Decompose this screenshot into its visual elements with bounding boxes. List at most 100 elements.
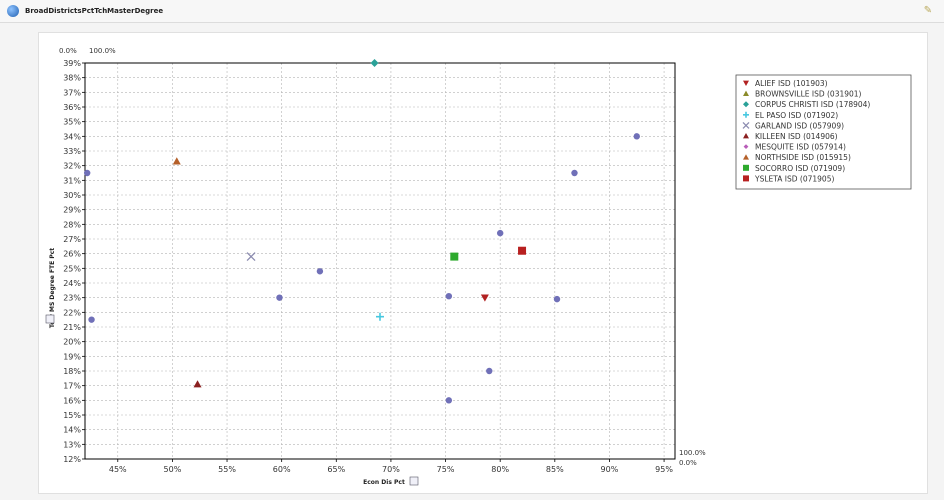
legend-marker[interactable]	[743, 90, 749, 96]
legend-marker[interactable]	[742, 121, 750, 129]
legend-entry: NORTHSIDE ISD (015915)	[755, 153, 851, 162]
y-tick-label: 26%	[63, 250, 81, 259]
y-tick-label: 30%	[63, 191, 81, 200]
data-point[interactable]	[496, 229, 504, 237]
legend-entry: BROWNSVILLE ISD (031901)	[755, 90, 862, 99]
data-points	[83, 59, 640, 404]
x-tick-label: 90%	[601, 465, 619, 474]
y-tick-label: 19%	[63, 352, 81, 361]
x-tick-label: 65%	[327, 465, 345, 474]
y-tick-label: 13%	[63, 440, 81, 449]
x-tick-label: 95%	[655, 465, 673, 474]
legend-marker[interactable]	[743, 101, 749, 108]
window-titlebar: BroadDistrictsPctTchMasterDegree ✎	[0, 0, 944, 23]
y-tick-label: 21%	[63, 323, 81, 332]
series-point[interactable]	[518, 246, 527, 255]
window-title: BroadDistrictsPctTchMasterDegree	[25, 7, 164, 15]
legend: ALIEF ISD (101903) BROWNSVILLE ISD (03190…	[735, 74, 912, 190]
y-tick-label: 15%	[63, 411, 81, 420]
legend-marker[interactable]	[743, 154, 749, 160]
y-tick-label: 17%	[63, 382, 81, 391]
x-tick-label: 45%	[109, 465, 127, 474]
legend-entry: YSLETA ISD (071905)	[754, 174, 834, 183]
y-axis-ticks: 12% 13% 14% 15% 16% 17% 18% 19% 20% 21% 22% 23% 24% 2…	[63, 59, 85, 464]
y-tick-label: 22%	[63, 308, 81, 317]
data-point[interactable]	[445, 293, 453, 300]
y-axis-sort-icon[interactable]	[45, 314, 55, 324]
y-tick-label: 33%	[63, 147, 81, 156]
y-tick-label: 28%	[63, 220, 81, 229]
legend-entry: KILLEEN ISD (014906)	[755, 132, 838, 141]
y-tick-label: 34%	[63, 132, 81, 141]
axis-labels: 0.0% 100.0% 100.0% 0.0% Econ Dis Pct Tch…	[45, 47, 706, 486]
y-tick-label: 18%	[63, 367, 81, 376]
y-tick-label: 16%	[63, 396, 81, 405]
legend-marker[interactable]	[743, 133, 749, 139]
corner-label-bottom-right-x: 0.0%	[679, 459, 697, 467]
series-point[interactable]	[376, 312, 384, 321]
y-tick-label: 23%	[63, 294, 81, 303]
y-axis-title: Tchr MS Degree FTE Pct	[49, 248, 56, 328]
legend-entry: CORPUS CHRISTI ISD (178904)	[755, 100, 870, 109]
legend-marker[interactable]	[743, 80, 749, 86]
y-tick-label: 31%	[63, 176, 81, 185]
y-tick-label: 37%	[63, 88, 81, 97]
x-tick-label: 55%	[218, 465, 236, 474]
data-point[interactable]	[276, 294, 283, 301]
legend-entry: MESQUITE ISD (057914)	[755, 143, 846, 152]
corner-label-top-left-x: 100.0%	[89, 47, 116, 55]
x-tick-label: 60%	[273, 465, 291, 474]
legend-marker[interactable]	[743, 111, 749, 118]
legend-entry: ALIEF ISD (101903)	[755, 79, 828, 88]
series-point[interactable]	[193, 380, 202, 388]
y-tick-label: 12%	[63, 455, 81, 464]
y-tick-label: 35%	[63, 118, 81, 127]
y-tick-label: 32%	[63, 162, 81, 171]
corner-label-bottom-right-y: 100.0%	[679, 449, 706, 457]
x-tick-label: 70%	[382, 465, 400, 474]
data-point[interactable]	[83, 169, 91, 177]
chart-panel: 12% 13% 14% 15% 16% 17% 18% 19% 20% 21% 22% 23% 24% 2…	[38, 32, 928, 494]
legend-marker[interactable]	[743, 144, 749, 149]
y-tick-label: 38%	[63, 74, 81, 83]
series-point[interactable]	[172, 157, 181, 165]
y-tick-label: 24%	[63, 279, 81, 288]
data-point[interactable]	[633, 133, 640, 140]
y-tick-label: 27%	[63, 235, 81, 244]
data-point[interactable]	[445, 397, 453, 404]
x-tick-label: 50%	[164, 465, 182, 474]
x-tick-label: 85%	[546, 465, 564, 474]
y-tick-label: 29%	[63, 206, 81, 215]
grid	[85, 62, 675, 460]
data-point[interactable]	[88, 316, 95, 323]
scatter-chart: 12% 13% 14% 15% 16% 17% 18% 19% 20% 21% 22% 23% 24% 2…	[45, 47, 912, 486]
series-point[interactable]	[450, 252, 459, 261]
x-axis-sort-icon[interactable]	[409, 476, 419, 486]
y-tick-label: 36%	[63, 103, 81, 112]
legend-marker[interactable]	[743, 175, 749, 182]
legend-entry: EL PASO ISD (071902)	[755, 111, 838, 120]
x-axis-ticks: 45% 50% 55% 60% 65% 70% 75% 80% 85% 90% 95%	[109, 459, 673, 474]
data-point[interactable]	[571, 169, 578, 177]
legend-box	[735, 74, 912, 190]
x-axis-title: Econ Dis Pct	[363, 479, 405, 486]
pencil-icon[interactable]: ✎	[923, 5, 933, 16]
x-tick-label: 80%	[491, 465, 509, 474]
app-icon	[7, 5, 19, 17]
data-point[interactable]	[486, 367, 493, 375]
corner-label-top-left-y: 0.0%	[59, 47, 77, 55]
plot-frame	[84, 62, 676, 460]
series-point[interactable]	[370, 59, 379, 67]
legend-entry: SOCORRO ISD (071909)	[755, 164, 845, 173]
legend-entry: GARLAND ISD (057909)	[755, 121, 844, 130]
legend-marker[interactable]	[743, 164, 749, 171]
series-point[interactable]	[480, 294, 489, 302]
y-tick-label: 39%	[63, 59, 81, 68]
y-tick-label: 14%	[63, 426, 81, 435]
series-point[interactable]	[246, 252, 256, 262]
y-tick-label: 25%	[63, 264, 81, 273]
data-point[interactable]	[553, 295, 561, 303]
y-tick-label: 20%	[63, 338, 81, 347]
data-point[interactable]	[316, 268, 324, 275]
x-tick-label: 75%	[437, 465, 455, 474]
